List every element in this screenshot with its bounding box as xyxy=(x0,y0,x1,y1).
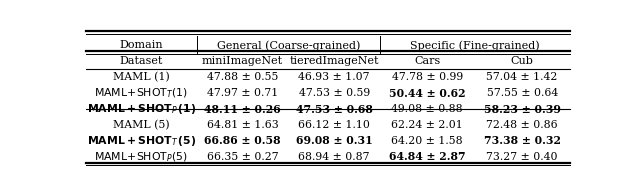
Text: Specific (Fine-grained): Specific (Fine-grained) xyxy=(410,40,540,51)
Text: 49.08 ± 0.88: 49.08 ± 0.88 xyxy=(392,104,463,114)
Text: 47.53 ± 0.59: 47.53 ± 0.59 xyxy=(299,88,370,98)
Text: 64.81 ± 1.63: 64.81 ± 1.63 xyxy=(207,120,278,130)
Text: $\mathrm{MAML\!+\!SHOT}_{T}\mathrm{ (1)}$: $\mathrm{MAML\!+\!SHOT}_{T}\mathrm{ (1)}… xyxy=(94,86,188,100)
Text: 72.48 ± 0.86: 72.48 ± 0.86 xyxy=(486,120,558,130)
Text: Cars: Cars xyxy=(414,56,440,66)
Text: $\mathbf{MAML + SHOT}_{P}\mathbf{\,(1)}$: $\mathbf{MAML + SHOT}_{P}\mathbf{\,(1)}$ xyxy=(86,102,196,116)
Text: 66.35 ± 0.27: 66.35 ± 0.27 xyxy=(207,152,278,162)
Text: 47.53 ± 0.68: 47.53 ± 0.68 xyxy=(296,104,372,115)
Text: 69.08 ± 0.31: 69.08 ± 0.31 xyxy=(296,135,372,146)
Text: 46.93 ± 1.07: 46.93 ± 1.07 xyxy=(298,72,370,82)
Text: $\mathbf{MAML + SHOT}_{T}\mathbf{\,(5)}$: $\mathbf{MAML + SHOT}_{T}\mathbf{\,(5)}$ xyxy=(86,134,196,148)
Text: 58.23 ± 0.39: 58.23 ± 0.39 xyxy=(484,104,561,115)
Text: miniImageNet: miniImageNet xyxy=(202,56,283,66)
Text: 64.84 ± 2.87: 64.84 ± 2.87 xyxy=(389,151,465,162)
Text: 66.86 ± 0.58: 66.86 ± 0.58 xyxy=(204,135,281,146)
Text: 66.12 ± 1.10: 66.12 ± 1.10 xyxy=(298,120,370,130)
Text: 64.20 ± 1.58: 64.20 ± 1.58 xyxy=(392,136,463,146)
Text: 50.44 ± 0.62: 50.44 ± 0.62 xyxy=(389,88,465,99)
Text: Domain: Domain xyxy=(120,40,163,50)
Text: 47.88 ± 0.55: 47.88 ± 0.55 xyxy=(207,72,278,82)
Text: 68.94 ± 0.87: 68.94 ± 0.87 xyxy=(298,152,370,162)
Text: MAML (1): MAML (1) xyxy=(113,72,170,82)
Text: 62.24 ± 2.01: 62.24 ± 2.01 xyxy=(391,120,463,130)
Text: 57.55 ± 0.64: 57.55 ± 0.64 xyxy=(486,88,558,98)
Text: 47.78 ± 0.99: 47.78 ± 0.99 xyxy=(392,72,463,82)
Text: Dataset: Dataset xyxy=(120,56,163,66)
Text: 73.27 ± 0.40: 73.27 ± 0.40 xyxy=(486,152,558,162)
Text: MAML (5): MAML (5) xyxy=(113,120,170,130)
Text: 47.97 ± 0.71: 47.97 ± 0.71 xyxy=(207,88,278,98)
Text: $\mathrm{MAML\!+\!SHOT}_{P}\mathrm{ (5)}$: $\mathrm{MAML\!+\!SHOT}_{P}\mathrm{ (5)}… xyxy=(94,150,188,164)
Text: 48.11 ± 0.26: 48.11 ± 0.26 xyxy=(204,104,281,115)
Text: Cub: Cub xyxy=(511,56,534,66)
Text: General (Coarse-grained): General (Coarse-grained) xyxy=(216,40,360,51)
Text: 73.38 ± 0.32: 73.38 ± 0.32 xyxy=(484,135,561,146)
Text: tieredImageNet: tieredImageNet xyxy=(289,56,379,66)
Text: 57.04 ± 1.42: 57.04 ± 1.42 xyxy=(486,72,558,82)
